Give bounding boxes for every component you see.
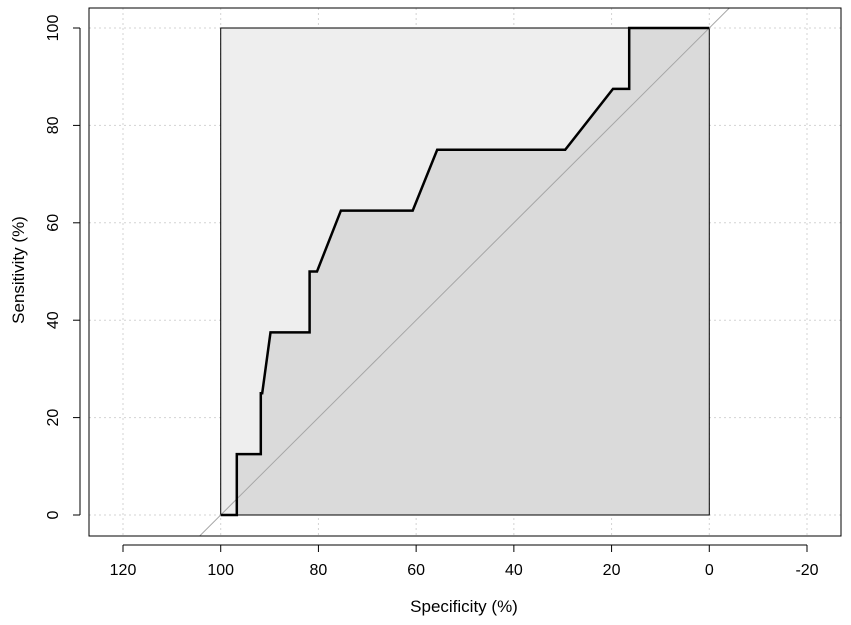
x-tick-label: 40 [505, 562, 523, 579]
y-tick-label: 20 [45, 409, 62, 427]
diagonal-reference [198, 8, 731, 536]
x-axis: 120 100 80 60 40 20 0 -20 [110, 544, 819, 579]
roc-curve [220, 26, 710, 517]
x-tick-label: 60 [407, 562, 425, 579]
diagonal-line [198, 8, 731, 536]
y-axis-title: Sensitivity (%) [9, 216, 28, 324]
y-axis: 0 20 40 60 80 100 [45, 15, 81, 519]
plot-frame [88, 7, 842, 537]
y-tick-label: 60 [45, 214, 62, 232]
x-tick-label: 100 [207, 562, 234, 579]
y-tick-label: 0 [45, 510, 62, 519]
y-tick-label: 100 [45, 15, 62, 42]
roc-curve-line [220, 26, 710, 517]
x-tick-label: 0 [705, 562, 714, 579]
x-tick-label: -20 [795, 562, 818, 579]
y-tick-label: 40 [45, 311, 62, 329]
x-axis-title: Specificity (%) [410, 597, 518, 616]
x-tick-label: 80 [310, 562, 328, 579]
x-tick-label: 120 [110, 562, 137, 579]
y-tick-label: 80 [45, 116, 62, 134]
unit-square-outline [220, 27, 710, 516]
x-tick-label: 20 [603, 562, 621, 579]
